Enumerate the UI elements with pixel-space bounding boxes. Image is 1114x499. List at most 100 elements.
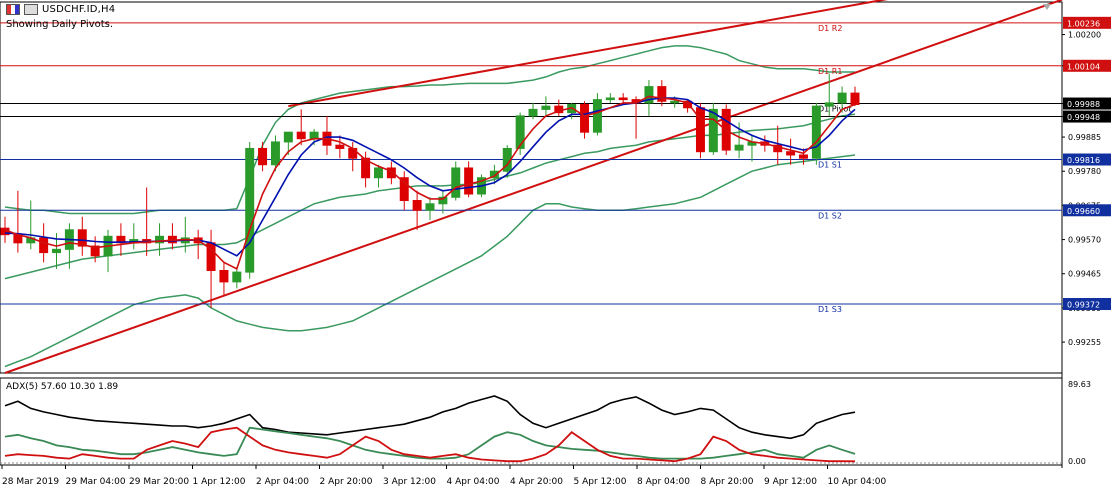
band-lower-line <box>4 154 856 368</box>
candle-body <box>786 151 796 156</box>
candle-body <box>592 99 602 133</box>
x-tick-label: 3 Apr 12:00 <box>383 477 436 487</box>
x-tick-label: 1 Apr 12:00 <box>193 477 246 487</box>
candle-body <box>258 147 268 166</box>
price-label-text: 1.00236 <box>1067 19 1100 28</box>
price-label-text: 1.00104 <box>1067 62 1100 71</box>
x-tick-label: 29 Mar 20:00 <box>129 477 189 487</box>
price-label-text: 0.99988 <box>1067 100 1100 109</box>
y-tick-label: 0.99465 <box>1068 270 1101 279</box>
price-label-text: 0.99372 <box>1067 301 1100 310</box>
candle-body <box>644 86 654 104</box>
price-label-box <box>1063 110 1111 123</box>
price-label-box <box>1063 204 1111 217</box>
price-label-box <box>1063 153 1111 166</box>
y-tick-label: 0.99570 <box>1068 236 1101 245</box>
symbol-title: USDCHF.ID,H4 <box>42 4 116 15</box>
candle-body <box>515 115 525 149</box>
adx-bottom-tick: 0.00 <box>1068 457 1086 466</box>
candle-body <box>373 167 383 179</box>
candle-body <box>798 154 808 159</box>
symbol-row: USDCHF.ID,H4 <box>6 4 115 15</box>
x-tick-label: 9 Apr 12:00 <box>764 477 817 487</box>
x-tick-label: 29 Mar 04:00 <box>66 477 126 487</box>
pivot-label: D1 R1 <box>818 67 842 76</box>
candle-body <box>708 108 718 153</box>
candle-body <box>489 170 499 179</box>
pivot-label: D1 S2 <box>818 211 842 220</box>
pivot-label: D1 R2 <box>818 24 842 33</box>
candle-body <box>670 100 680 104</box>
x-tick-label: 2 Apr 20:00 <box>320 477 373 487</box>
candle-body <box>283 131 293 143</box>
candle-body <box>618 97 628 101</box>
candle-body <box>309 131 319 140</box>
candle-body <box>438 196 448 205</box>
price-label-text: 0.99660 <box>1067 207 1100 216</box>
y-tick-label: 0.99780 <box>1068 167 1101 176</box>
candle-body <box>605 97 615 101</box>
x-tick-label: 10 Apr 04:00 <box>828 477 887 487</box>
adx-title: ADX(5) 57.60 10.30 1.89 <box>6 382 118 392</box>
candle-body <box>245 147 255 273</box>
y-tick-label: 0.99255 <box>1068 338 1101 347</box>
price-label-text: 0.99948 <box>1067 113 1100 122</box>
candle-body <box>451 167 461 198</box>
candle-body <box>734 144 744 151</box>
candle-body <box>850 92 860 106</box>
candle-body <box>464 167 474 195</box>
x-tick-label: 8 Apr 04:00 <box>637 477 690 487</box>
candle-body <box>386 167 396 179</box>
candle-body <box>657 86 667 102</box>
x-tick-label: 5 Apr 12:00 <box>574 477 627 487</box>
x-tick-label: 8 Apr 20:00 <box>701 477 754 487</box>
ma-fast-line <box>4 95 856 271</box>
candle-body <box>52 248 62 254</box>
x-tick-label: 4 Apr 20:00 <box>510 477 563 487</box>
price-label-box <box>1063 97 1111 110</box>
price-label-box <box>1063 59 1111 72</box>
y-tick-label: 1.00200 <box>1068 31 1101 40</box>
scroll-marker-icon <box>1043 4 1051 10</box>
chart-header: USDCHF.ID,H4 Showing Daily Pivots. <box>6 4 115 30</box>
adx-series-ADX <box>4 395 856 440</box>
x-tick-label: 28 Mar 2019 <box>2 477 59 487</box>
trendline-0 <box>4 0 1063 374</box>
pivot-label: D1 S3 <box>818 305 842 314</box>
candle-body <box>232 271 242 283</box>
candle-body <box>399 177 409 202</box>
candle-body <box>270 141 280 166</box>
adx-top-tick: 89.63 <box>1068 380 1091 389</box>
y-tick-label: 0.99885 <box>1068 133 1101 142</box>
candle-body <box>155 235 165 244</box>
pivot-subtitle: Showing Daily Pivots. <box>6 19 114 30</box>
candle-body <box>335 144 345 149</box>
price-label-box <box>1063 298 1111 311</box>
trendline-1 <box>288 0 888 108</box>
candle-body <box>541 105 551 110</box>
candle-body <box>811 105 821 159</box>
candle-body <box>824 102 834 107</box>
x-tick-label: 4 Apr 04:00 <box>447 477 500 487</box>
candle-body <box>39 237 49 254</box>
flag-icon <box>6 4 20 15</box>
chart-icon <box>24 4 38 15</box>
x-tick-label: 2 Apr 04:00 <box>256 477 309 487</box>
price-label-text: 0.99816 <box>1067 156 1100 165</box>
candle-body <box>837 92 847 104</box>
candle-body <box>219 269 229 283</box>
candle-body <box>683 100 693 109</box>
candle-body <box>425 203 435 211</box>
price-label-box <box>1063 16 1111 29</box>
candle-body <box>296 131 306 140</box>
pivot-label: D1 S1 <box>818 161 842 170</box>
adx-series--DI <box>4 426 856 463</box>
candle-body <box>412 200 422 211</box>
candle-body <box>77 229 87 247</box>
candle-body <box>528 108 538 117</box>
candle-body <box>361 157 371 179</box>
candle-body <box>90 245 100 257</box>
pivot-label: D1 Pivot <box>818 105 851 114</box>
